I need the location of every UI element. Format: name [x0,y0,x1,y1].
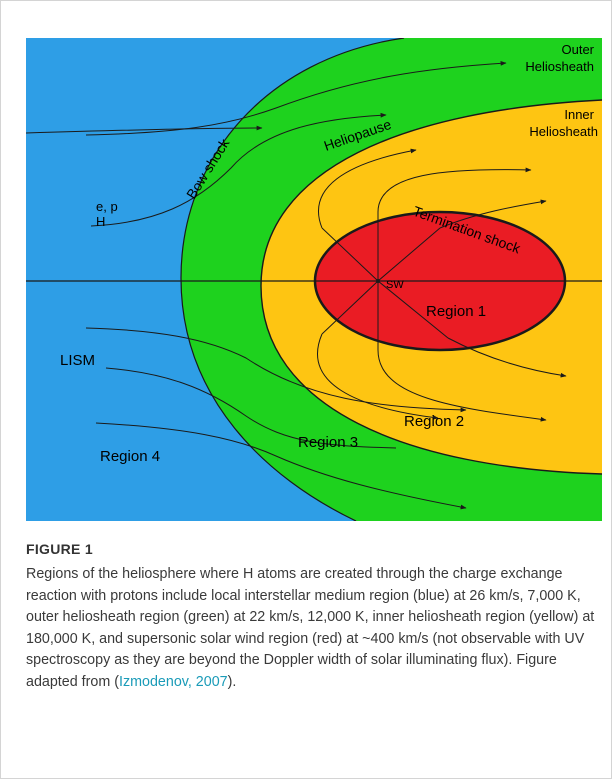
figure-caption: FIGURE 1 Regions of the heliosphere wher… [26,538,596,693]
caption-label: FIGURE 1 [26,541,93,557]
label-region-3: Region 3 [298,434,358,451]
heliopause-line [260,99,602,475]
label-inner-2: Heliosheath [529,124,598,139]
bow-shock-line [180,38,405,521]
label-sw: SW [386,279,404,291]
label-ep: e, p [96,199,118,214]
flow-arrows [26,125,567,422]
label-inner-1: Inner [564,107,594,122]
label-region-2: Region 2 [404,413,464,430]
caption-text: Regions of the heliosphere where H atoms… [26,564,596,693]
label-region-4: Region 4 [100,448,160,465]
label-lism: LISM [60,352,95,369]
sun-point [376,279,380,283]
caption-body: Regions of the heliosphere where H atoms… [26,566,595,690]
label-outer-1: Outer [561,42,594,57]
label-h: H [96,214,105,229]
caption-end: ). [227,673,237,690]
citation-link[interactable]: Izmodenov, 2007 [118,673,228,690]
label-region-1: Region 1 [426,303,486,320]
label-outer-2: Heliosheath [525,59,594,74]
solar-wind-rays [321,212,449,350]
heliosphere-diagram: Outer Heliosheath Inner Heliosheath Heli… [26,38,602,521]
interstellar-flow-lines [85,60,507,510]
